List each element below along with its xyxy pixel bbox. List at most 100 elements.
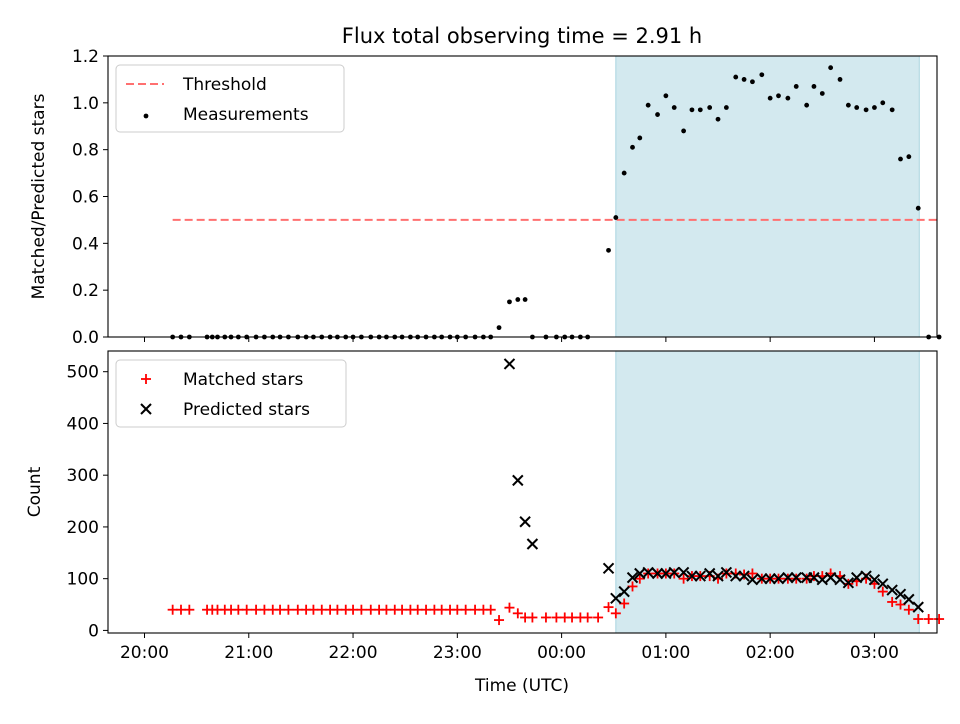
matched-star-point <box>332 604 343 615</box>
matched-star-point <box>365 604 376 615</box>
x-tick-label: 03:00 <box>850 643 899 663</box>
matched-star-point <box>452 604 463 615</box>
x-tick-label: 22:00 <box>329 643 378 663</box>
measurement-point <box>613 215 619 220</box>
predicted-star-point <box>886 584 898 596</box>
predicted-star-point <box>808 571 820 584</box>
observing-window-band <box>615 350 920 634</box>
matched-star-point <box>259 604 270 615</box>
matched-star-point <box>412 604 423 615</box>
matched-star-point <box>436 604 447 615</box>
measurement-point <box>767 95 773 101</box>
y-tick-label: 0 <box>88 621 99 641</box>
matched-star-point <box>747 568 758 579</box>
matched-star-point <box>175 604 186 615</box>
legend-matched-swatch <box>141 374 151 384</box>
predicted-star-point <box>703 567 716 580</box>
measurement-point <box>606 247 611 253</box>
matched-star-point <box>233 604 244 615</box>
series-predicted-stars <box>503 358 924 613</box>
legend-predicted-swatch <box>140 403 152 415</box>
y-tick-label: 500 <box>67 363 99 383</box>
matched-star-point <box>241 604 252 615</box>
matched-star-point <box>460 604 471 615</box>
measurement-point <box>723 105 729 110</box>
measurement-point <box>793 84 799 89</box>
matched-star-point <box>610 608 621 619</box>
measurement-point <box>630 144 635 150</box>
y-tick-label: 300 <box>67 466 99 486</box>
predicted-star-point <box>526 538 539 550</box>
predicted-star-point <box>877 578 889 590</box>
matched-star-point <box>934 614 945 625</box>
matched-star-point <box>903 604 914 615</box>
count-panel: 0 100 200 300 400 500 20:00 21:00 22:00 23:00 00:0… <box>25 350 945 663</box>
matched-star-point <box>603 602 614 613</box>
measurement-point <box>515 297 521 302</box>
y-tick-label: 0.2 <box>72 281 99 301</box>
matched-star-point <box>567 612 578 623</box>
measurement-point <box>655 112 660 117</box>
matched-star-point <box>348 604 359 615</box>
measurement-point <box>621 170 627 176</box>
y-tick-label: 1.2 <box>72 47 99 67</box>
measurement-point <box>671 105 677 110</box>
measurement-point <box>863 107 869 113</box>
measurement-point <box>811 84 817 89</box>
matched-star-point <box>678 573 689 584</box>
predicted-star-point <box>503 358 516 370</box>
matched-star-point <box>504 602 515 613</box>
matched-star-point <box>308 604 319 615</box>
measurement-point <box>915 205 921 211</box>
matched-star-point <box>551 612 562 623</box>
measurement-point <box>522 297 528 302</box>
predicted-star-point <box>816 573 829 586</box>
matched-star-point <box>494 615 505 626</box>
predicted-star-point <box>712 570 724 582</box>
predicted-star-point <box>764 572 776 585</box>
y-tick-label: 200 <box>67 518 99 538</box>
axes-frame <box>107 350 938 634</box>
matched-star-point <box>485 604 496 615</box>
legend-label: Predicted stars <box>183 400 310 420</box>
matched-star-point <box>627 581 638 592</box>
matched-star-point <box>356 604 367 615</box>
predicted-star-point <box>842 577 855 589</box>
predicted-star-point <box>834 573 846 586</box>
measurement-point <box>663 93 669 99</box>
matched-star-point <box>381 604 392 615</box>
matched-star-point <box>582 612 593 623</box>
measurement-point <box>906 154 912 160</box>
measurement-point <box>507 299 512 305</box>
predicted-star-point <box>512 474 524 487</box>
legend: Threshold Measurements <box>115 64 345 133</box>
series-matched-stars <box>167 568 945 626</box>
matched-star-point <box>634 573 645 584</box>
predicted-star-point <box>782 571 794 584</box>
y-tick-label: 0.4 <box>72 234 99 254</box>
predicted-star-point <box>912 601 924 613</box>
predicted-star-point <box>746 573 759 586</box>
y-tick-label: 1.0 <box>72 94 99 114</box>
y-tick-label: 0.0 <box>72 328 99 348</box>
matched-star-point <box>527 612 538 623</box>
matched-star-point <box>397 604 408 615</box>
matched-star-point <box>251 604 262 615</box>
observing-window-band <box>615 55 920 338</box>
predicted-star-point <box>519 516 531 528</box>
predicted-star-point <box>677 566 690 579</box>
measurement-point <box>936 334 942 340</box>
measurement-point <box>697 107 703 113</box>
measurement-point <box>776 93 781 99</box>
predicted-star-point <box>903 593 915 606</box>
predicted-star-point <box>686 570 698 582</box>
measurement-point <box>750 79 755 85</box>
matched-star-point <box>421 604 432 615</box>
measurement-point <box>872 105 877 110</box>
predicted-star-point <box>730 570 742 582</box>
legend-box <box>115 359 347 428</box>
matched-star-point <box>275 604 286 615</box>
measurement-point <box>785 95 791 101</box>
measurement-point <box>804 102 810 108</box>
